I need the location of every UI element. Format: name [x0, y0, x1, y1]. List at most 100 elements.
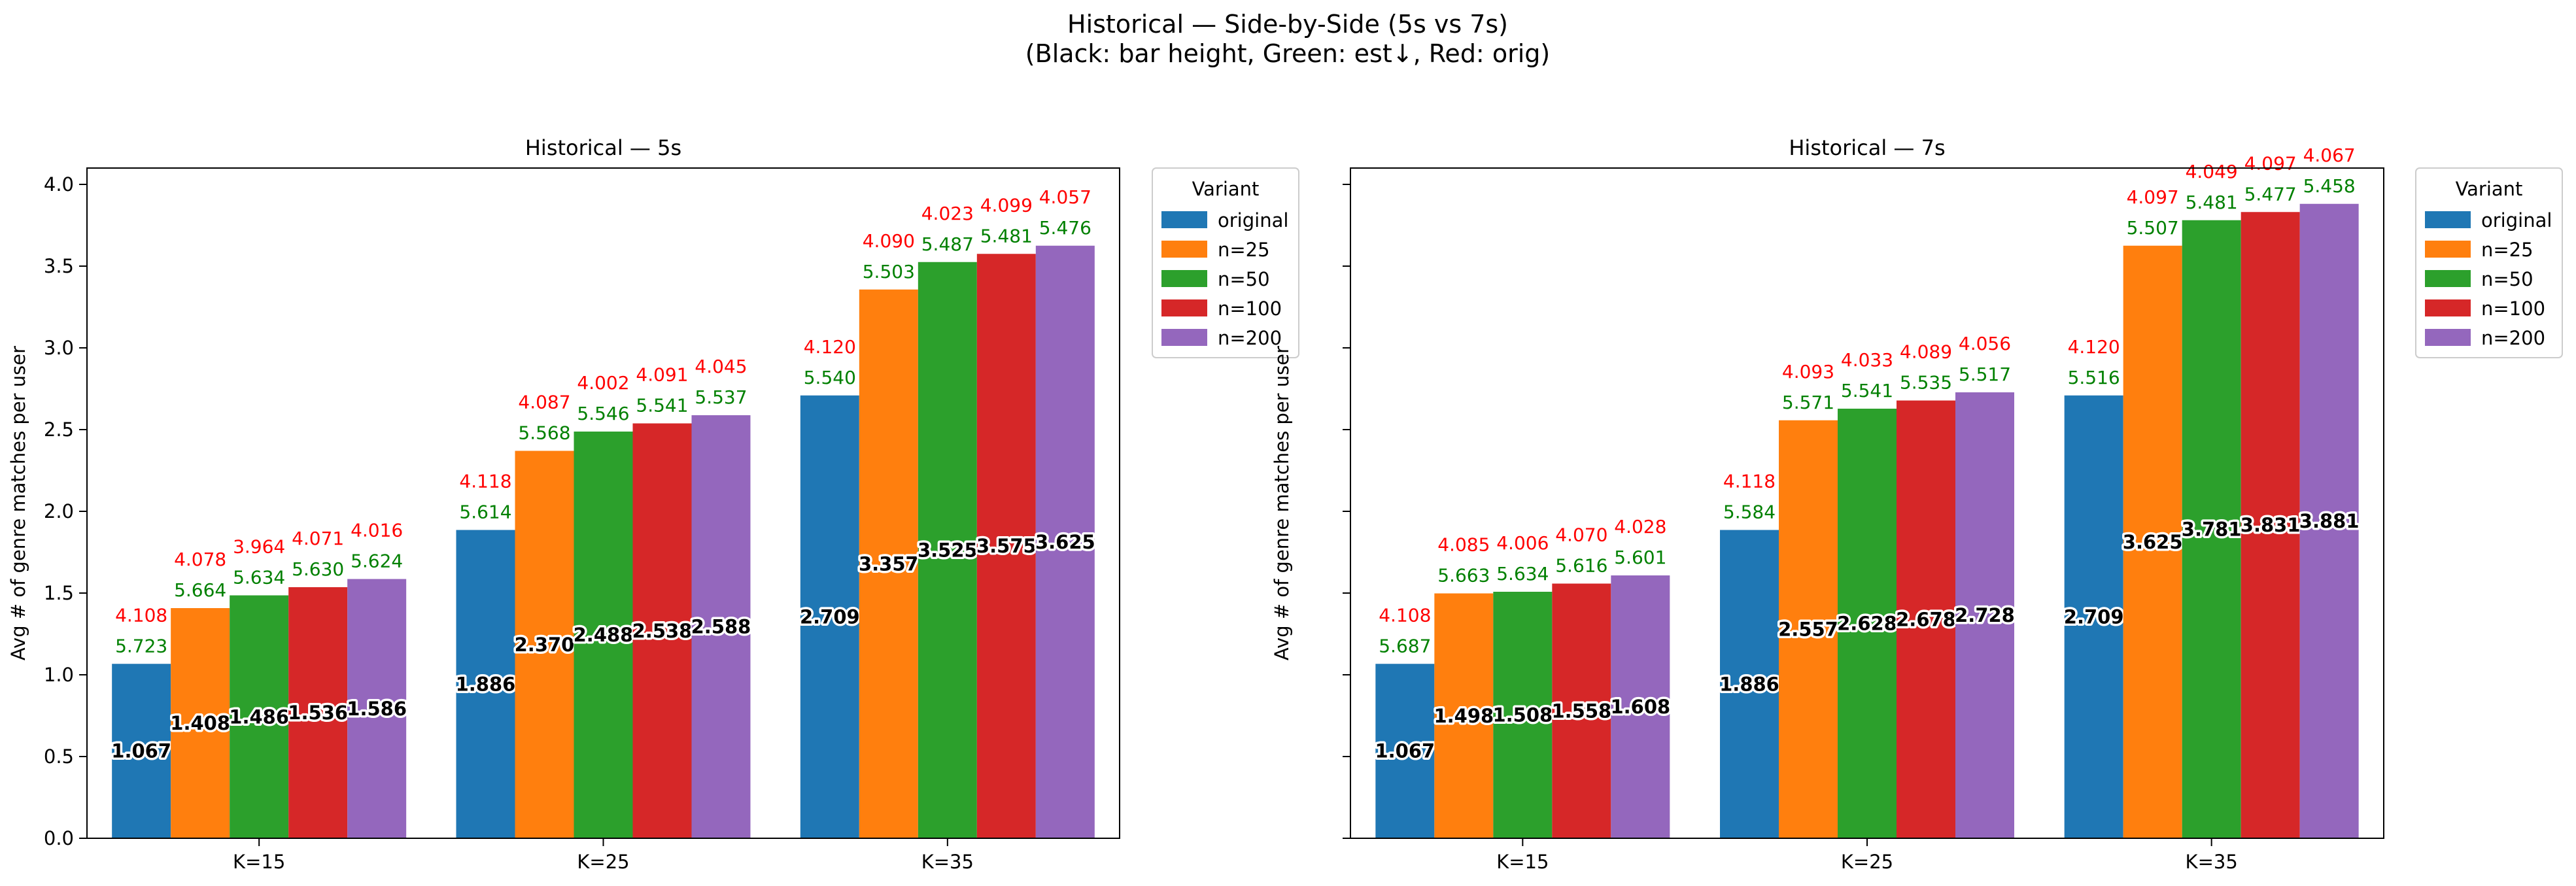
x-tick-label: K=15 [233, 851, 285, 873]
y-axis-label: Avg # of genre matches per user [1271, 346, 1293, 660]
legend-swatch [2425, 329, 2471, 346]
orig-label: 4.033 [1841, 349, 1893, 371]
bar-value-label: 1.498 [1434, 705, 1494, 727]
bar-value-label: 3.781 [2182, 518, 2242, 540]
bar-value-label: 2.709 [2064, 605, 2124, 628]
y-tick-label: 0.0 [44, 827, 74, 849]
bar-value-label: 1.558 [1551, 700, 1611, 722]
bar-value-label: 1.608 [1610, 696, 1670, 718]
axes-frame [86, 167, 1120, 839]
est-label: 5.634 [1496, 563, 1549, 585]
legend-swatch [1161, 329, 1207, 346]
legend-entry: n=200 [1218, 327, 1282, 349]
est-label: 5.481 [2186, 192, 2238, 213]
legend: Variant original n=25 n=50 n=100 n=200 [1152, 167, 1299, 358]
bar-value-label: 3.625 [1035, 531, 1095, 553]
bar-value-label: 2.488 [574, 624, 634, 646]
orig-label: 4.089 [1900, 341, 1952, 363]
bar [574, 432, 633, 838]
x-tick-label: K=35 [921, 851, 974, 873]
est-label: 5.601 [1614, 547, 1666, 568]
bar-value-label: 3.831 [2241, 514, 2301, 536]
est-label: 5.634 [233, 567, 285, 588]
orig-label: 4.071 [292, 528, 344, 549]
est-label: 5.481 [980, 225, 1033, 247]
orig-label: 4.120 [804, 336, 856, 358]
orig-label: 4.056 [1959, 333, 2011, 354]
chart-title: Historical — 7s [1789, 135, 1945, 160]
orig-label: 4.108 [115, 604, 167, 626]
est-label: 5.540 [804, 367, 856, 388]
bar [456, 530, 515, 838]
bar-value-label: 2.557 [1778, 618, 1838, 640]
bar [1434, 593, 1494, 838]
est-label: 5.687 [1379, 635, 1431, 656]
est-label: 5.664 [174, 579, 226, 601]
est-label: 5.541 [636, 395, 688, 417]
figure-title-line2: (Black: bar height, Green: est↓, Red: or… [1025, 39, 1550, 68]
est-label: 5.535 [1900, 372, 1952, 394]
bar-value-label: 3.525 [918, 539, 978, 561]
est-label: 5.546 [577, 403, 629, 424]
est-label: 5.517 [1959, 364, 2011, 385]
bar [1779, 420, 1838, 838]
est-label: 5.516 [2068, 367, 2120, 388]
y-tick-label: 3.0 [44, 337, 74, 359]
est-label: 5.630 [292, 558, 344, 580]
bar [171, 608, 230, 838]
bar [1955, 392, 2014, 838]
legend-title: Variant [2456, 178, 2523, 200]
est-label: 5.723 [115, 635, 167, 656]
orig-label: 4.002 [577, 372, 629, 394]
est-label: 5.663 [1437, 565, 1490, 587]
bar [632, 423, 692, 838]
bar [1552, 583, 1611, 838]
orig-label: 4.097 [2127, 186, 2179, 208]
est-label: 5.507 [2127, 217, 2179, 239]
legend-entry: original [1218, 209, 1288, 231]
chart-title: Historical — 5s [525, 135, 681, 160]
orig-label: 4.108 [1379, 604, 1431, 626]
legend-entry: n=50 [1218, 268, 1270, 290]
bar-value-label: 1.067 [111, 740, 171, 762]
orig-label: 4.070 [1555, 524, 1607, 546]
bar [859, 289, 918, 838]
bar-value-label: 2.538 [632, 620, 693, 642]
bar-value-label: 2.709 [800, 605, 860, 628]
est-label: 5.487 [921, 233, 974, 255]
bar-value-label: 1.886 [456, 673, 516, 695]
figure-title-line1: Historical — Side-by-Side (5s vs 7s) [1067, 10, 1508, 39]
bar [1493, 592, 1553, 838]
x-tick-label: K=25 [1841, 851, 1893, 873]
est-label: 5.476 [1039, 217, 1091, 239]
bar [230, 595, 289, 838]
y-tick-label: 2.0 [44, 500, 74, 522]
orig-label: 4.120 [2068, 336, 2120, 358]
legend-entry: n=25 [1218, 239, 1270, 261]
orig-label: 4.118 [1723, 471, 1776, 492]
est-label: 5.537 [695, 386, 747, 408]
bar [2123, 245, 2182, 838]
orig-label: 4.006 [1496, 532, 1549, 554]
bar-value-label: 2.370 [515, 634, 575, 656]
bar [1035, 245, 1095, 838]
bar [112, 664, 171, 838]
orig-label: 4.078 [174, 549, 226, 570]
bar [288, 587, 348, 838]
bar-value-label: 1.486 [229, 706, 289, 728]
legend-swatch [1161, 211, 1207, 228]
bar [2241, 212, 2300, 838]
orig-label: 4.099 [980, 194, 1033, 216]
x-tick-label: K=35 [2186, 851, 2238, 873]
chart-panel-7s: Historical — 7s Avg # of genre matches pe… [1271, 135, 2563, 873]
est-label: 5.541 [1841, 380, 1893, 401]
legend-entry: n=50 [2481, 268, 2533, 290]
orig-label: 4.090 [863, 230, 915, 252]
legend-entry: n=100 [2481, 298, 2545, 320]
bar [800, 395, 859, 838]
orig-label: 4.045 [695, 356, 747, 377]
bar [1611, 575, 1670, 838]
legend: Variant original n=25 n=50 n=100 n=200 [2415, 167, 2563, 358]
bar-value-label: 1.886 [1719, 673, 1779, 695]
bar [918, 262, 977, 838]
